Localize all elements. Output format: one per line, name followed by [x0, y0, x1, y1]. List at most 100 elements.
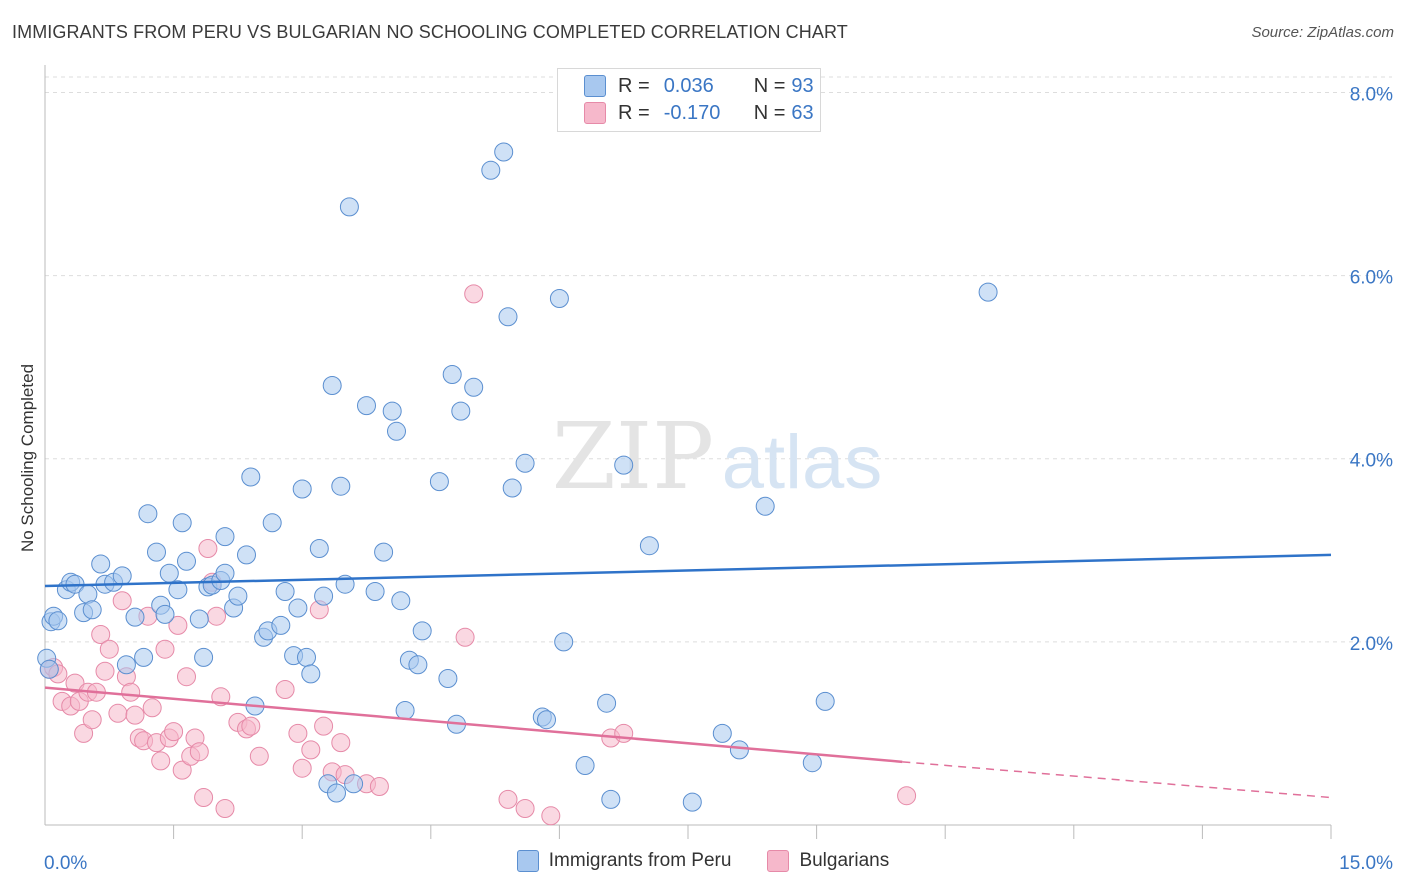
peru-point: [554, 632, 574, 652]
peru-point: [494, 142, 514, 162]
watermark-zip: ZIP: [552, 403, 714, 510]
peru-point: [147, 542, 166, 562]
peru-point: [549, 289, 569, 308]
bulgarians-point: [464, 284, 484, 304]
peru-point: [275, 582, 295, 601]
bulgarians-point: [168, 615, 188, 635]
series-legend: Immigrants from Peru Bulgarians: [0, 850, 1406, 872]
bulgarians-point: [498, 789, 518, 809]
watermark: ZIP atlas: [552, 403, 882, 510]
peru-point: [464, 377, 484, 397]
peru-point: [515, 453, 535, 473]
peru-point: [134, 647, 154, 667]
bulgarians-legend-swatch: [767, 850, 790, 872]
bulgarians-point: [331, 733, 351, 753]
bulgarians-point: [314, 716, 334, 736]
bulgarians-point: [112, 591, 132, 611]
peru-point: [978, 282, 998, 302]
bulgarians-point: [121, 682, 141, 702]
bulgarians-point: [614, 723, 634, 743]
peru-points: [37, 142, 998, 812]
r-label: R =: [618, 101, 650, 124]
watermark-atlas: atlas: [722, 420, 883, 505]
bulgarians-point: [215, 799, 235, 818]
peru-point: [365, 582, 385, 601]
peru-point: [155, 604, 175, 624]
bulgarians-point: [897, 786, 917, 806]
n-value: 63: [791, 101, 814, 124]
legend-item-peru[interactable]: Immigrants from Peru: [516, 850, 732, 872]
peru-point: [288, 598, 308, 618]
peru-point: [292, 479, 312, 499]
n-label: N =: [753, 74, 786, 97]
legend-item-bulgarians[interactable]: Bulgarians: [767, 850, 889, 872]
peru-point: [815, 691, 835, 711]
y-tick-label: 2.0%: [1350, 634, 1393, 655]
bulgarians-points: [39, 284, 917, 826]
peru-point: [382, 401, 402, 421]
peru-point: [91, 554, 111, 574]
peru-point: [682, 792, 702, 812]
peru-point: [177, 551, 196, 571]
legend-row-peru: R = 0.036 N = 93: [584, 73, 814, 99]
peru-point: [395, 701, 415, 720]
x-tick-label: 15.0%: [1339, 853, 1393, 874]
bulgarians-point: [301, 740, 321, 760]
peru-point: [391, 591, 411, 611]
peru-point: [327, 783, 346, 803]
peru-point: [481, 160, 501, 180]
peru-point: [39, 659, 59, 679]
bulgarians-point: [198, 539, 218, 558]
n-label: N =: [753, 101, 786, 124]
peru-point: [82, 600, 102, 620]
peru-point: [159, 563, 179, 583]
peru-point: [189, 609, 209, 629]
peru-point: [271, 615, 291, 635]
peru-point: [314, 586, 334, 606]
peru-point: [228, 586, 248, 606]
peru-legend-label: Immigrants from Peru: [548, 850, 732, 871]
bulgarians-point: [275, 680, 295, 699]
bulgarians-trend-extrapolated: [902, 761, 1332, 799]
peru-point: [297, 647, 316, 667]
peru-point: [309, 539, 329, 558]
n-value: 93: [791, 74, 814, 97]
trend-lines: [44, 553, 1332, 799]
bulgarians-point: [91, 625, 111, 644]
y-tick-label: 6.0%: [1350, 268, 1393, 289]
peru-point: [344, 774, 364, 794]
bulgarians-point: [151, 751, 171, 771]
tick-labels: 2.0% 4.0% 6.0% 8.0% 0.0% 15.0%: [44, 84, 1393, 874]
peru-point: [597, 693, 617, 713]
bulgarians-point: [515, 799, 535, 818]
y-tick-label: 4.0%: [1350, 451, 1393, 472]
peru-point: [729, 740, 749, 760]
bulgarians-point: [82, 710, 102, 730]
bulgarians-point: [177, 667, 196, 687]
peru-point: [168, 580, 188, 600]
bulgarians-point: [207, 606, 226, 626]
bulgarians-point: [541, 806, 561, 826]
y-tick-label: 8.0%: [1350, 84, 1393, 105]
peru-point: [802, 753, 822, 773]
bulgarians-point: [288, 723, 308, 743]
peru-point: [357, 396, 376, 416]
bulgarians-point: [155, 639, 175, 659]
peru-point: [125, 607, 145, 627]
r-value: 0.036: [663, 74, 714, 97]
bulgarians-point: [142, 698, 162, 718]
bulgarians-point: [95, 661, 115, 681]
peru-legend-swatch: [516, 850, 539, 872]
bulgarians-point: [194, 788, 214, 807]
peru-point: [387, 421, 406, 441]
peru-point: [412, 621, 432, 641]
peru-trend-line: [44, 553, 1332, 588]
chart-title: IMMIGRANTS FROM PERU VS BULGARIAN NO SCH…: [12, 22, 848, 42]
bulgarians-point: [189, 742, 209, 762]
bulgarians-point: [249, 746, 269, 766]
bulgarians-point: [172, 760, 192, 780]
x-tick-label: 0.0%: [44, 853, 87, 874]
bulgarians-point: [369, 777, 389, 796]
peru-point: [537, 710, 556, 730]
bulgarians-point: [99, 639, 119, 659]
